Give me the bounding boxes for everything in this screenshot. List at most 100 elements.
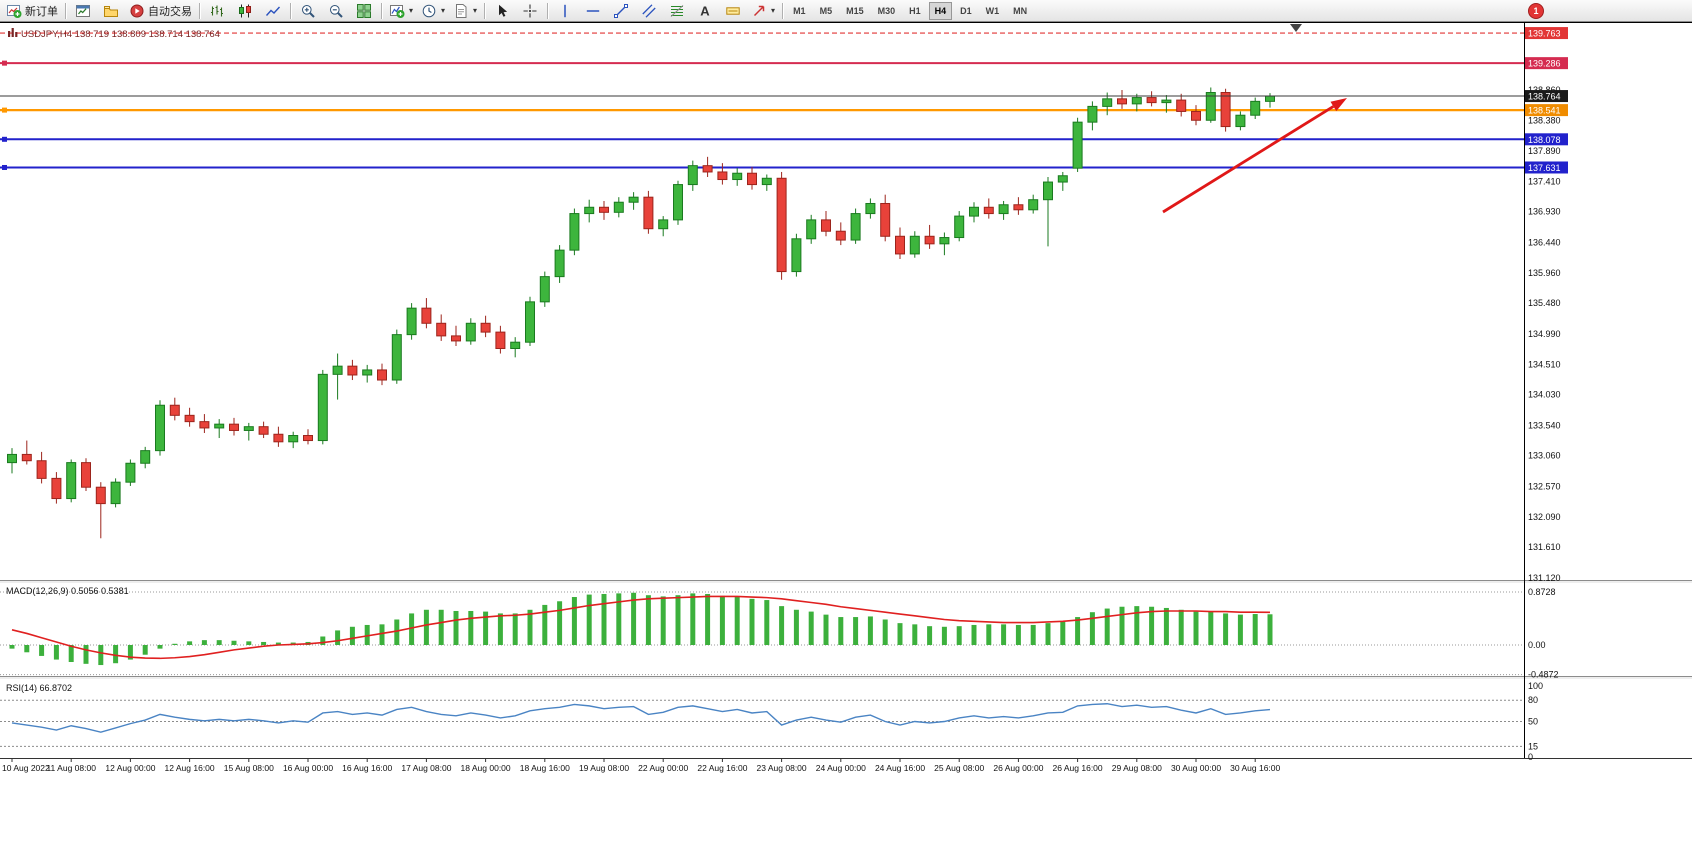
crosshair-icon	[523, 4, 537, 17]
new-order-button[interactable]: 新订单	[2, 0, 62, 21]
svg-text:11 Aug 08:00: 11 Aug 08:00	[46, 763, 96, 773]
support-line-137631-handle[interactable]	[2, 164, 7, 170]
timeframe-h1-button[interactable]: H1	[909, 5, 921, 16]
toolbar-separator	[290, 2, 291, 19]
tile-windows-button[interactable]	[350, 0, 378, 21]
trendline-button[interactable]	[607, 0, 635, 21]
fibonacci-button[interactable]	[663, 0, 691, 21]
svg-text:137.631: 137.631	[1528, 163, 1561, 173]
chart-window-button[interactable]	[69, 0, 97, 21]
chart-title: USDJPY,H4 138.719 138.809 138.714 138.76…	[21, 29, 220, 40]
candles-icon	[239, 4, 251, 17]
clock-icon	[422, 4, 436, 17]
svg-text:26 Aug 16:00: 26 Aug 16:00	[1053, 763, 1103, 773]
svg-text:12 Aug 16:00: 12 Aug 16:00	[165, 763, 215, 773]
bars-icon	[211, 5, 223, 16]
svg-text:135.480: 135.480	[1528, 298, 1561, 308]
timeframe-m1-button[interactable]: M1	[793, 5, 806, 16]
resistance-line-139286-handle[interactable]	[2, 60, 7, 66]
svg-text:22 Aug 16:00: 22 Aug 16:00	[697, 763, 747, 773]
horizontal-lines	[0, 32, 1524, 170]
svg-text:0.8728: 0.8728	[1528, 587, 1556, 597]
text-button[interactable]: A	[691, 0, 719, 21]
svg-text:138.860: 138.860	[1528, 85, 1561, 95]
tile-windows-icon	[357, 3, 371, 18]
arrows-icon	[754, 5, 765, 16]
svg-text:137.410: 137.410	[1528, 176, 1561, 186]
hline-icon	[586, 9, 600, 12]
cursor-icon	[499, 4, 508, 17]
timeframe-d1-button[interactable]: D1	[960, 5, 972, 16]
timeframe-mn-button[interactable]: MN	[1013, 5, 1028, 16]
vline-icon	[564, 4, 566, 17]
toolbar-separator	[782, 2, 784, 19]
zoom-in-button[interactable]	[294, 0, 322, 21]
svg-text:134.030: 134.030	[1528, 390, 1561, 400]
price-badges: 139.763 139.286 138.541 138.078 137.631 138.7…	[1525, 27, 1568, 174]
timeframe-m15-button[interactable]: M15	[846, 5, 864, 16]
text-label-button[interactable]	[719, 0, 747, 21]
crosshair-button[interactable]	[516, 0, 544, 21]
equidistant-channel-button[interactable]	[635, 0, 663, 21]
toolbar-separator	[199, 2, 200, 19]
svg-text:132.090: 132.090	[1528, 512, 1561, 522]
svg-text:A: A	[700, 3, 710, 18]
svg-text:134.990: 134.990	[1528, 329, 1561, 339]
toolbar-separator	[484, 2, 486, 19]
support-line-138541-handle[interactable]	[2, 107, 7, 113]
time-axis[interactable]	[0, 759, 1692, 779]
zoom-out-button[interactable]	[322, 0, 350, 21]
templates-button[interactable]: ▾	[449, 0, 481, 21]
svg-text:15 Aug 08:00: 15 Aug 08:00	[224, 763, 274, 773]
svg-text:22 Aug 00:00: 22 Aug 00:00	[638, 763, 688, 773]
trend-arrow[interactable]	[1162, 98, 1347, 214]
candlestick-chart-button[interactable]	[231, 0, 259, 21]
svg-text:138.541: 138.541	[1528, 106, 1561, 116]
svg-text:133.540: 133.540	[1528, 420, 1561, 430]
cursor-button[interactable]	[488, 0, 516, 21]
periods-button[interactable]: ▾	[417, 0, 449, 21]
horizontal-line-button[interactable]	[579, 0, 607, 21]
svg-text:10 Aug 2022: 10 Aug 2022	[2, 763, 50, 773]
line-chart-button[interactable]	[259, 0, 287, 21]
bar-chart-button[interactable]	[203, 0, 231, 21]
svg-text:24 Aug 16:00: 24 Aug 16:00	[875, 763, 925, 773]
svg-text:134.510: 134.510	[1528, 359, 1561, 369]
svg-text:139.286: 139.286	[1528, 59, 1561, 69]
svg-text:136.930: 136.930	[1528, 207, 1561, 217]
svg-text:25 Aug 08:00: 25 Aug 08:00	[934, 763, 984, 773]
chevron-down-icon: ▾	[771, 6, 776, 15]
profiles-button[interactable]	[97, 0, 125, 21]
svg-text:138.380: 138.380	[1528, 115, 1561, 125]
indicators-button[interactable]: ▾	[385, 0, 417, 21]
new-order-button-label: 新订单	[25, 5, 58, 18]
vertical-line-button[interactable]	[551, 0, 579, 21]
chart-background	[0, 22, 1692, 845]
fibonacci-icon	[670, 4, 684, 17]
svg-text:133.060: 133.060	[1528, 451, 1561, 461]
timeframe-w1-button[interactable]: W1	[985, 5, 1000, 16]
svg-text:26 Aug 00:00: 26 Aug 00:00	[993, 763, 1043, 773]
timeframe-m30-button[interactable]: M30	[877, 5, 896, 16]
svg-text:132.570: 132.570	[1528, 482, 1561, 492]
indicators-icon	[390, 4, 405, 18]
chart-shift-marker[interactable]	[1290, 24, 1302, 32]
toolbar-separator	[547, 2, 549, 19]
chart-window-icon	[76, 4, 90, 17]
svg-text:-0.4872: -0.4872	[1528, 670, 1559, 680]
chevron-down-icon: ▾	[441, 6, 446, 15]
timeframe-m5-button[interactable]: M5	[819, 5, 833, 16]
svg-text:138.078: 138.078	[1528, 135, 1561, 145]
support-line-138078-handle[interactable]	[2, 136, 7, 142]
autotrading-button[interactable]: 自动交易	[125, 0, 196, 21]
svg-text:0: 0	[1528, 752, 1533, 762]
timeframe-h4-button[interactable]: H4	[928, 1, 953, 20]
macd-label: MACD(12,26,9) 0.5056 0.5381	[6, 586, 129, 596]
notification-badge[interactable]: 1	[1528, 2, 1544, 19]
arrows-button[interactable]: ▾	[747, 0, 779, 21]
toolbar: 新订单 自动交易 ▾ ▾ ▾ A ▾ M1 M5 M15 M30 H1 H4 D1 W1 MN 1	[0, 0, 1692, 22]
svg-text:18 Aug 00:00: 18 Aug 00:00	[461, 763, 511, 773]
macd-panel: MACD(12,26,9) 0.5056 0.5381 0.8728 0.00 -0.…	[0, 586, 1559, 680]
